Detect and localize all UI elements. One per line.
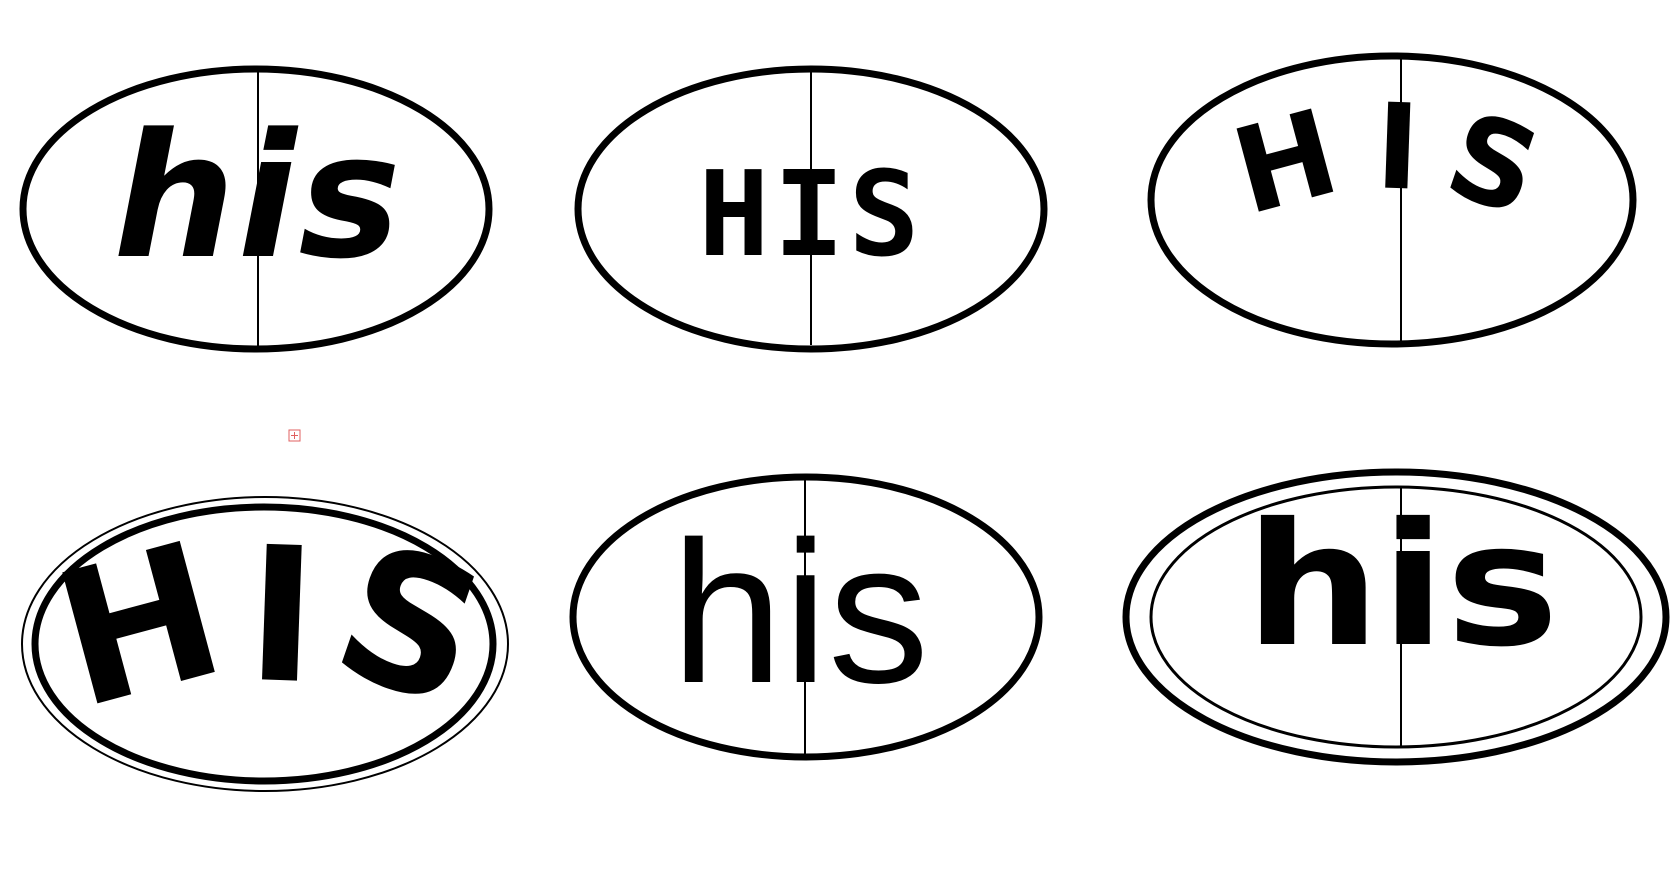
plus-square-icon[interactable]	[288, 429, 301, 442]
logo-3-letter-h: H	[1220, 83, 1351, 242]
logo-1-wordmark: his	[113, 96, 403, 297]
logo-6-outer-ellipse	[1122, 468, 1670, 766]
logo-6-wordmark: his	[1245, 486, 1559, 685]
logo-4-inner-ellipse	[31, 503, 497, 785]
logo-5[interactable]: his	[569, 473, 1043, 761]
logo-1-ellipse	[19, 65, 493, 353]
logo-5-wordmark: his	[671, 499, 929, 725]
logo-2[interactable]: HIS	[574, 65, 1048, 353]
logo-4-outer-ellipse	[21, 496, 509, 792]
logo-1[interactable]: his	[19, 65, 493, 353]
logo-3-ellipse	[1147, 52, 1637, 348]
logo-3-letter-s: S	[1431, 85, 1556, 243]
logo-3-wordmark: H I S	[1220, 77, 1556, 243]
logo-6-inner-ellipse	[1149, 485, 1643, 749]
logo-4-letter-i: I	[243, 506, 320, 725]
logo-4-wordmark: H I S	[36, 500, 509, 750]
logo-6[interactable]: his	[1122, 468, 1670, 766]
logo-3-letter-i: I	[1373, 77, 1422, 216]
logo-2-wordmark: HIS	[698, 145, 923, 283]
logo-4[interactable]: H I S	[21, 496, 509, 792]
logo-3[interactable]: H I S	[1147, 52, 1637, 348]
